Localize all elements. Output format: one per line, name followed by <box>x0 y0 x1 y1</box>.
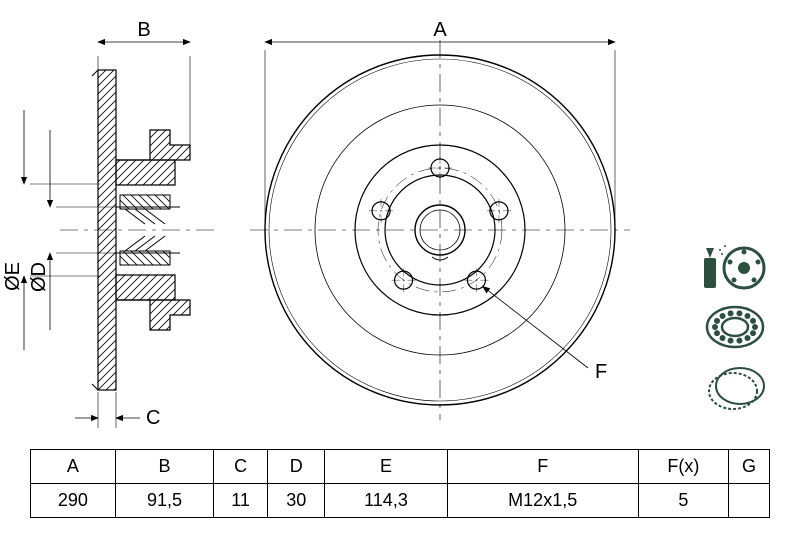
abs-ring-icon <box>700 364 770 414</box>
svg-text:C: C <box>146 407 160 429</box>
col-value: 11 <box>214 484 268 518</box>
col-value: 91,5 <box>115 484 213 518</box>
col-value: M12x1,5 <box>447 484 638 518</box>
front-view <box>250 40 630 420</box>
dimension-table: ABCDEFF(x)G 29091,51130114,3M12x1,55 <box>30 449 770 518</box>
col-header: F(x) <box>638 450 728 484</box>
col-header: F <box>447 450 638 484</box>
col-value <box>728 484 769 518</box>
col-value: 114,3 <box>325 484 447 518</box>
svg-text:ØE: ØE <box>2 262 24 291</box>
feature-icons <box>700 240 770 414</box>
col-value: 30 <box>267 484 324 518</box>
label-f: F <box>483 286 607 383</box>
col-header: C <box>214 450 268 484</box>
side-view <box>60 70 220 390</box>
svg-text:A: A <box>433 19 447 41</box>
col-header: B <box>115 450 213 484</box>
technical-drawing: B C ØD ØE A F <box>0 0 800 450</box>
coated-disc-icon <box>700 240 770 290</box>
svg-text:ØD: ØD <box>28 262 50 292</box>
col-value: 5 <box>638 484 728 518</box>
col-value: 290 <box>31 484 116 518</box>
col-header: D <box>267 450 324 484</box>
dim-c: C <box>75 392 160 429</box>
col-header: A <box>31 450 116 484</box>
col-header: E <box>325 450 447 484</box>
svg-text:F: F <box>595 361 607 383</box>
col-header: G <box>728 450 769 484</box>
svg-text:B: B <box>137 19 150 41</box>
bearing-icon <box>700 302 770 352</box>
